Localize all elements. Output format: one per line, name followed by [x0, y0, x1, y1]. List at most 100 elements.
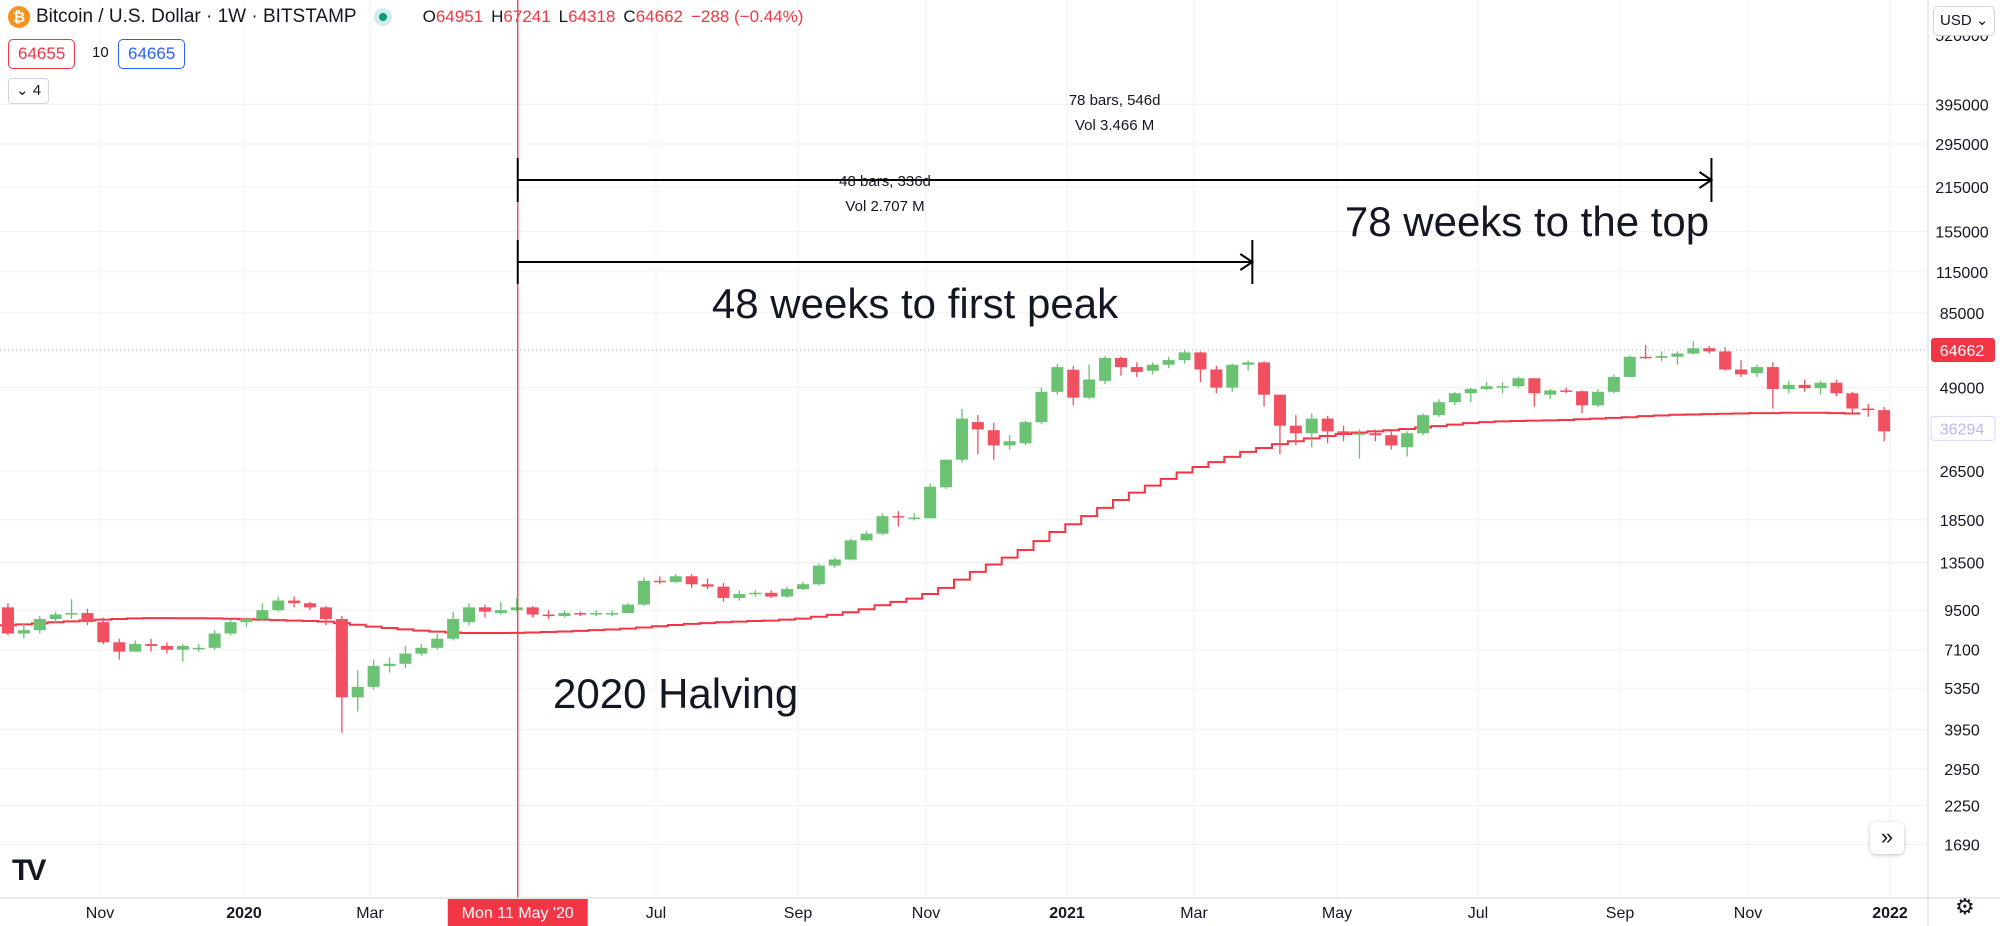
candle-body	[1289, 425, 1302, 434]
candle-body	[685, 576, 698, 585]
candle-body	[1083, 379, 1096, 398]
y-tick-label: 155000	[1935, 224, 1988, 241]
candle-body	[637, 580, 650, 605]
candle	[1480, 382, 1493, 391]
candle	[176, 644, 189, 662]
candle	[1687, 341, 1700, 355]
currency-select[interactable]: USD ⌄	[1933, 6, 1996, 36]
candle	[765, 590, 778, 598]
candle	[97, 617, 110, 645]
candle	[669, 574, 682, 584]
candle	[987, 422, 1000, 460]
candle	[224, 619, 237, 636]
candle	[17, 623, 30, 639]
candle-body	[1576, 391, 1589, 406]
candle-body	[1305, 418, 1318, 434]
candle-body	[717, 586, 730, 598]
candle	[1512, 376, 1525, 388]
candle	[749, 590, 762, 597]
candle-body	[478, 607, 491, 612]
symbol-title[interactable]: Bitcoin / U.S. Dollar · 1W · BITSTAMP	[36, 6, 357, 27]
indicators-toggle[interactable]: ⌄ 4	[8, 78, 50, 104]
candle	[1, 603, 14, 636]
candle-body	[1448, 393, 1461, 403]
ohlc-key: L	[558, 7, 569, 26]
candle	[606, 610, 619, 617]
range-measure: 78 bars, 546d Vol 3.466 M 78 weeks to the …	[516, 92, 1714, 245]
candle-body	[1798, 384, 1811, 389]
candle-body	[669, 576, 682, 582]
candle-body	[1194, 352, 1207, 370]
candle	[1766, 362, 1779, 409]
candle-body	[526, 607, 539, 615]
candle-body	[892, 516, 905, 518]
tradingview-logo-icon[interactable]: TV	[12, 854, 46, 887]
candle-body	[81, 613, 94, 623]
candle-body	[1210, 369, 1223, 388]
candle-body	[876, 516, 889, 534]
y-tick-label: 295000	[1935, 137, 1988, 154]
candle-body	[463, 607, 476, 623]
x-tick-label: 2021	[1049, 905, 1085, 922]
candle-body	[113, 642, 126, 652]
last-price-label: 64662	[1940, 343, 1985, 360]
candle-body	[1162, 360, 1175, 365]
candle-body	[987, 430, 1000, 446]
change-value: −288 (−0.44%)	[690, 7, 804, 26]
candle-body	[749, 592, 762, 595]
market-status-icon[interactable]	[378, 13, 387, 21]
ohlc-value: 64318	[568, 7, 616, 26]
settings-gear-icon[interactable]: ⚙	[1955, 894, 1975, 919]
x-tick-label: 2022	[1872, 905, 1908, 922]
candle-body	[17, 630, 30, 634]
candle	[1305, 413, 1318, 448]
candle	[1321, 415, 1334, 444]
y-tick-label: 215000	[1935, 180, 1988, 197]
candle-body	[1353, 433, 1366, 435]
candle	[1814, 380, 1827, 395]
candle	[192, 644, 205, 652]
candle-body	[1242, 362, 1255, 365]
buy-price-button[interactable]: 64665	[118, 39, 186, 69]
candle	[510, 597, 523, 612]
candle-body	[1544, 390, 1557, 395]
candle-body	[1480, 386, 1493, 389]
candle-body	[701, 584, 714, 587]
candle	[590, 610, 603, 617]
x-tick-label: Jul	[646, 905, 666, 922]
candle	[1496, 382, 1509, 394]
candle-body	[49, 614, 62, 620]
candle	[1083, 364, 1096, 400]
candle-body	[288, 600, 301, 604]
candle-body	[1035, 391, 1048, 423]
x-tick-label: Sep	[1606, 905, 1635, 922]
candle-body	[908, 517, 921, 520]
y-tick-label: 18500	[1940, 513, 1985, 530]
sell-price-button[interactable]: 64655	[8, 39, 76, 69]
candle-body	[1782, 384, 1795, 389]
candle-body	[1607, 376, 1620, 392]
candle-body	[653, 580, 666, 583]
candle-body	[1703, 348, 1716, 352]
candle-body	[1401, 433, 1414, 448]
candle	[955, 408, 968, 463]
candle-body	[431, 638, 444, 648]
x-tick-label: Mar	[356, 905, 384, 922]
candle-body	[812, 565, 825, 585]
candle-body	[844, 540, 857, 560]
x-tick-label: Nov	[86, 905, 114, 922]
candle-body	[1639, 356, 1652, 359]
candle	[240, 617, 253, 627]
candle	[860, 531, 873, 542]
scroll-to-realtime-button[interactable]: »	[1870, 822, 1904, 854]
candle	[1750, 364, 1763, 377]
candle-body	[1687, 348, 1700, 354]
candle-body	[1623, 356, 1636, 377]
candle	[335, 616, 348, 733]
candle-body	[1766, 367, 1779, 389]
candle	[685, 574, 698, 588]
candle-body	[1369, 433, 1382, 436]
candle	[1178, 349, 1191, 364]
y-tick-label: 2950	[1944, 762, 1980, 779]
